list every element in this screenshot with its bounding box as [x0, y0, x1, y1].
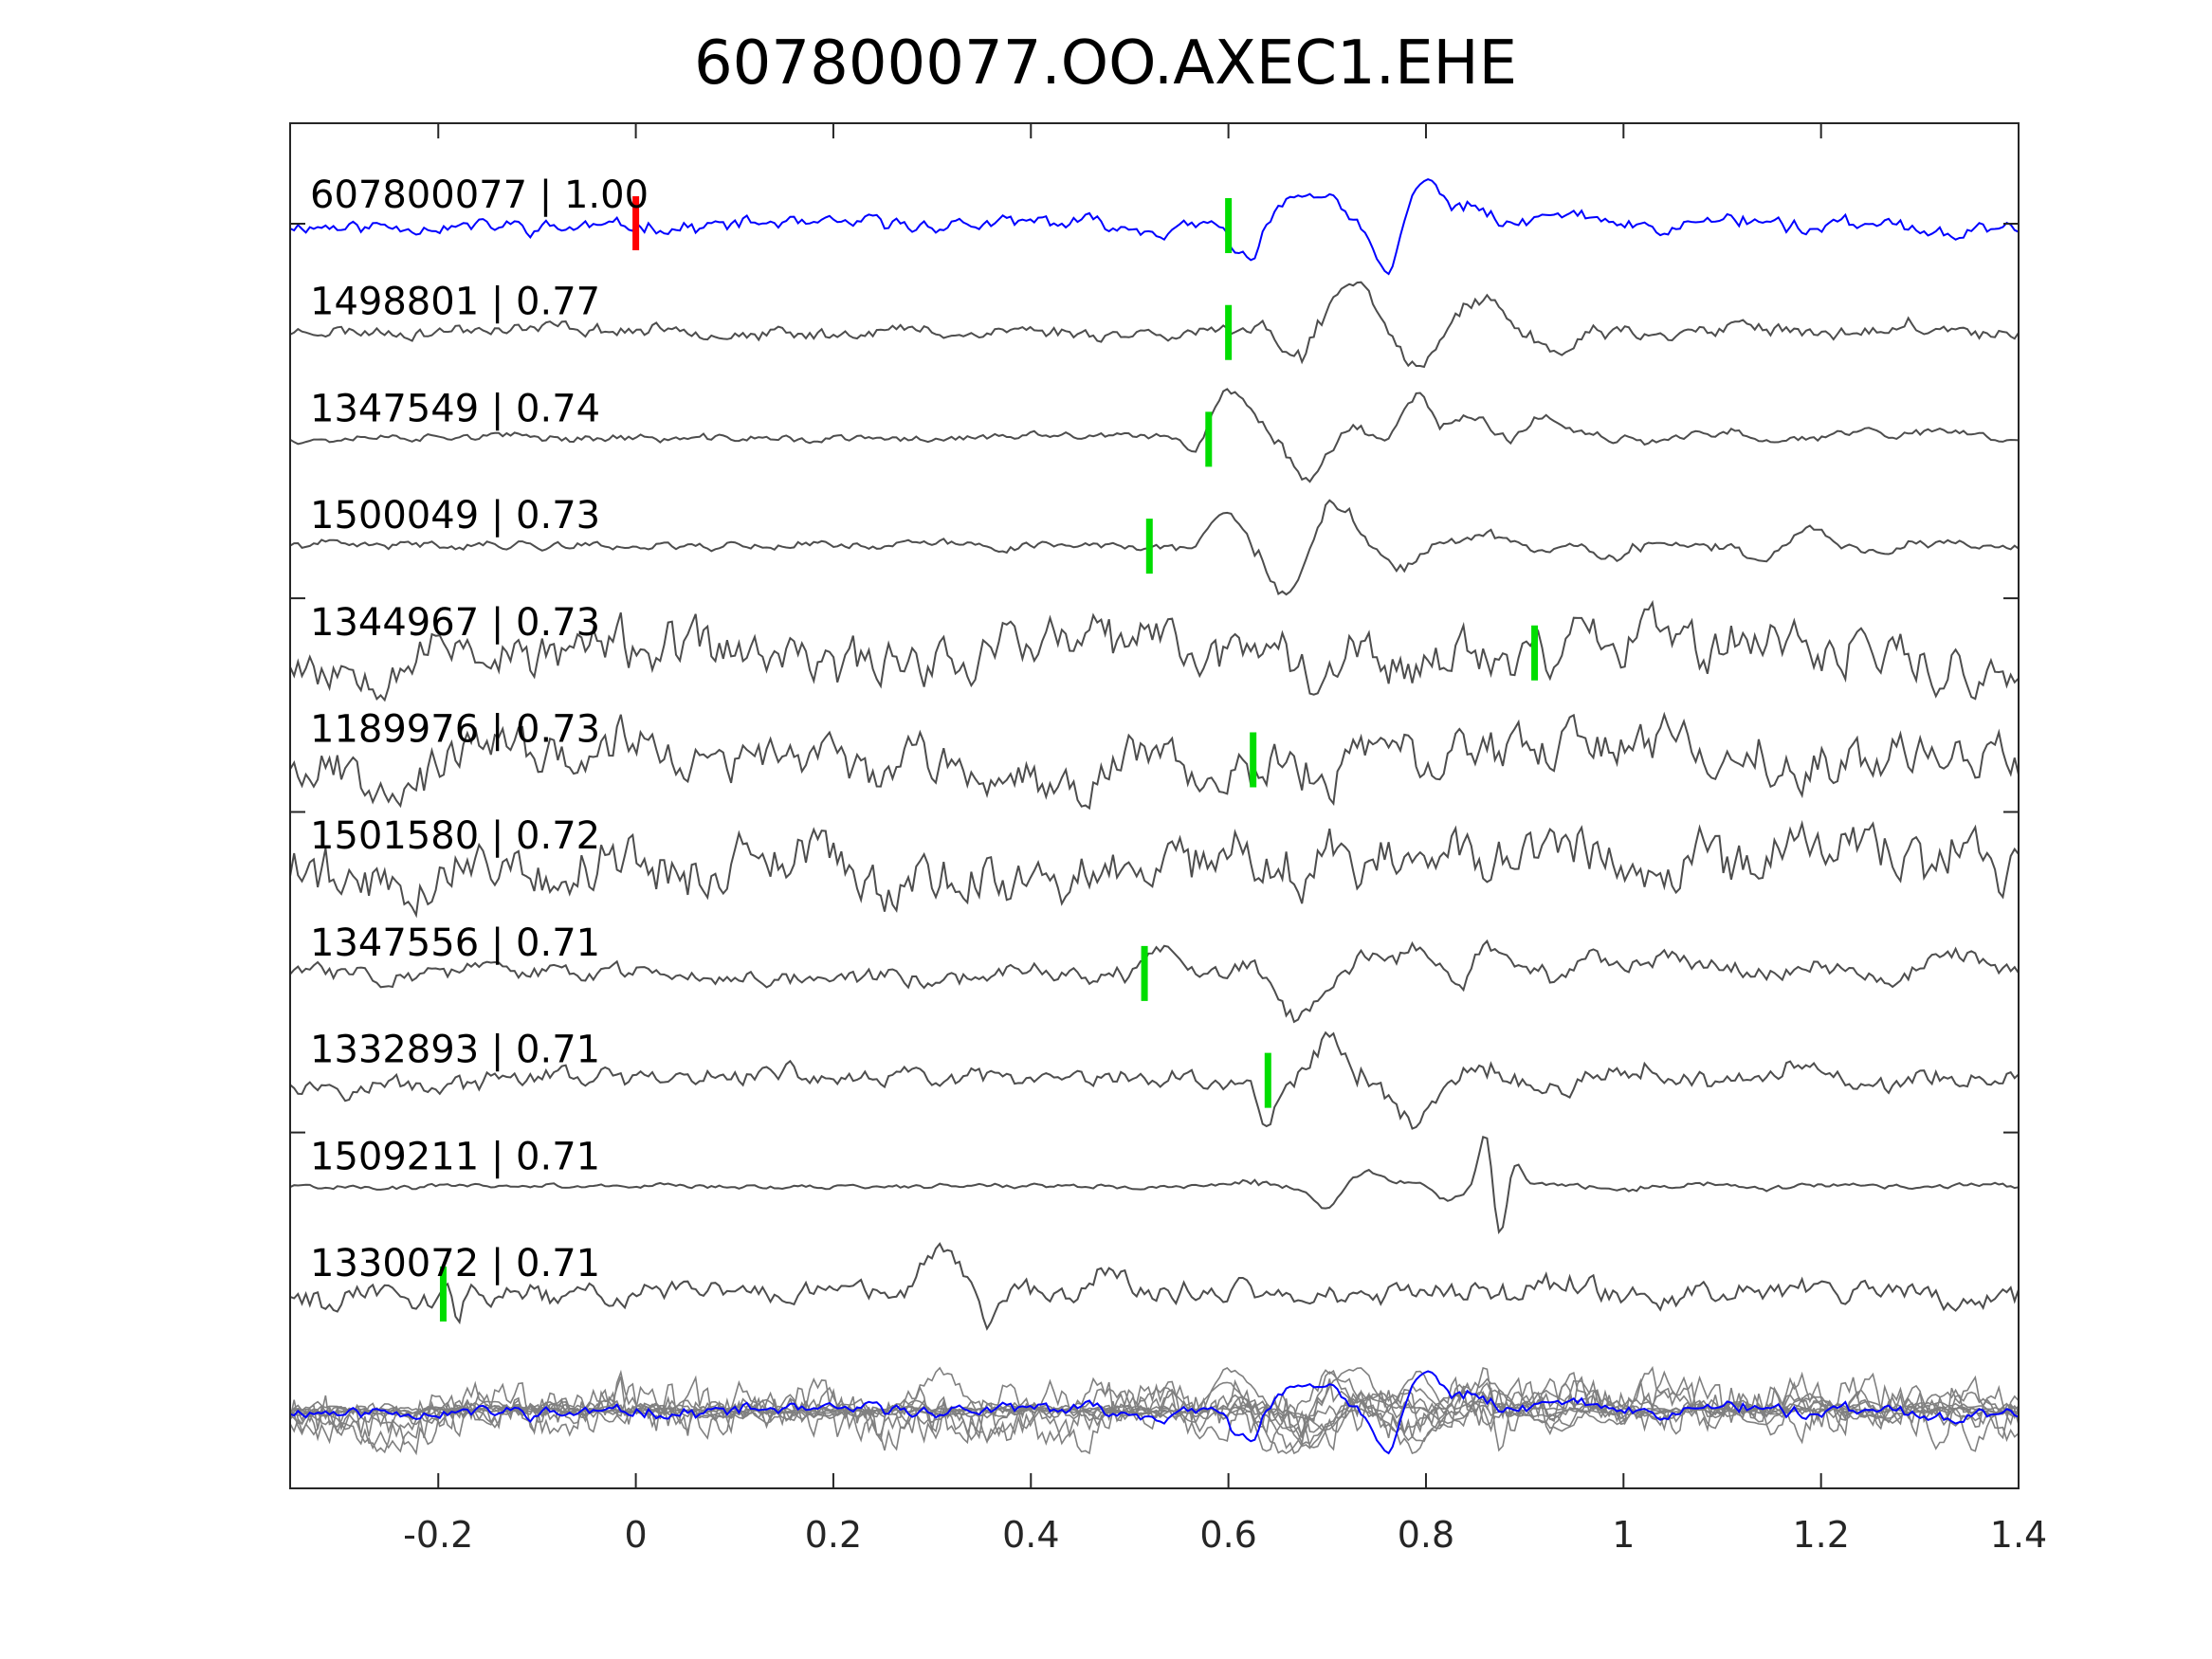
x-tick-label: 0.2 — [805, 1514, 862, 1556]
stack-series-1344967 — [289, 1365, 2020, 1454]
x-tick-label: 1 — [1612, 1514, 1635, 1556]
x-axis-tick-labels: -0.2 0 0.2 0.4 0.6 0.8 1 1.2 1.4 — [403, 1514, 2047, 1556]
x-tick-label: 0.4 — [1002, 1514, 1059, 1556]
trace-label-1189976: 1189976 | 0.73 — [310, 708, 600, 752]
trace-series-1498801 — [289, 281, 2020, 369]
x-tick-label: 1.4 — [1990, 1514, 2047, 1556]
picks-layer — [439, 196, 1539, 1322]
axis-ticks — [290, 123, 2020, 1488]
trace-series-1347549 — [289, 388, 2020, 483]
stack-series-1501580 — [289, 1371, 2020, 1456]
trace-series-1189976 — [289, 711, 2020, 811]
trace-label-1501580: 1501580 | 0.72 — [310, 814, 600, 858]
trace-series-1501580 — [289, 819, 2020, 919]
traces-layer — [289, 178, 2020, 1331]
trace-series-607800077 — [289, 178, 2020, 276]
stack-series-1509211 — [289, 1367, 2020, 1452]
trace-label-1509211: 1509211 | 0.71 — [310, 1135, 600, 1178]
stack-overlay — [289, 1365, 2020, 1456]
trace-label-1347556: 1347556 | 0.71 — [310, 921, 600, 965]
trace-label-607800077: 607800077 | 1.00 — [310, 173, 649, 217]
plot-frame — [289, 122, 2020, 1489]
x-tick-label: 0.8 — [1398, 1514, 1454, 1556]
trace-label-1330072: 1330072 | 0.71 — [310, 1242, 600, 1285]
x-tick-label: 0 — [625, 1514, 648, 1556]
trace-series-1347556 — [289, 939, 2020, 1024]
trace-label-1344967: 1344967 | 0.73 — [310, 601, 600, 645]
trace-series-1509211 — [289, 1136, 2020, 1234]
stack-series-1330072 — [289, 1366, 2020, 1444]
trace-label-1498801: 1498801 | 0.77 — [310, 281, 600, 324]
trace-series-1500049 — [289, 499, 2020, 596]
trace-series-1344967 — [289, 599, 2020, 702]
trace-labels: 607800077 | 1.00 1498801 | 0.77 1347549 | … — [310, 173, 649, 1285]
x-tick-label: 0.6 — [1199, 1514, 1256, 1556]
x-tick-label: -0.2 — [403, 1514, 473, 1556]
stack-series-reference-607800077 — [289, 1370, 2020, 1455]
stack-series-1332893 — [289, 1369, 2020, 1455]
trace-label-1347549: 1347549 | 0.74 — [310, 387, 600, 430]
chart-title: 607800077.OO.AXEC1.EHE — [694, 28, 1517, 99]
trace-label-1332893: 1332893 | 0.71 — [310, 1029, 600, 1072]
trace-series-1330072 — [289, 1242, 2020, 1331]
x-tick-label: 1.2 — [1792, 1514, 1849, 1556]
trace-label-1500049: 1500049 | 0.73 — [310, 494, 600, 538]
trace-series-1332893 — [289, 1030, 2020, 1130]
